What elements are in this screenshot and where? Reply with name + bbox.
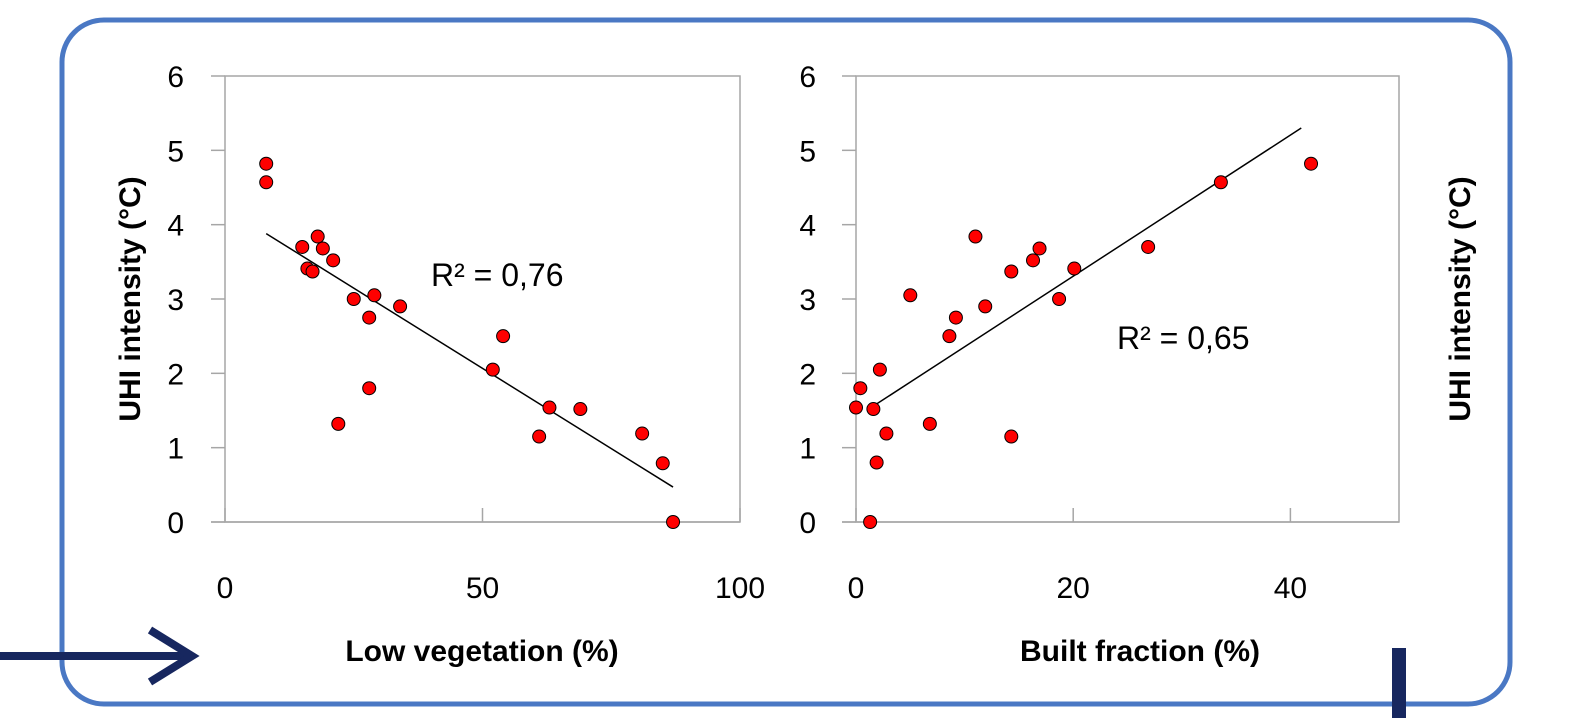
x-tick-label: 0 <box>217 572 234 605</box>
data-point <box>305 264 320 279</box>
data-point <box>485 362 500 377</box>
x-tick-label: 100 <box>715 572 765 605</box>
y-tick-label: 3 <box>799 284 816 317</box>
y-tick-label: 4 <box>799 210 816 243</box>
data-point <box>1032 241 1047 256</box>
trendline <box>871 127 1302 408</box>
plot-area <box>224 75 741 523</box>
data-point <box>978 299 993 314</box>
r-squared-annotation: R² = 0,65 <box>1117 320 1250 356</box>
data-point <box>542 400 557 415</box>
data-point <box>968 229 983 244</box>
y-tick-label: 5 <box>799 135 816 168</box>
chart-built-fraction: 0 1 2 3 4 5 6 0 20 40 R² = 0,65 Built fraction (… <box>799 61 1477 668</box>
data-point <box>1304 156 1319 171</box>
data-point <box>1067 261 1082 276</box>
data-point <box>362 310 377 325</box>
data-point <box>1004 264 1019 279</box>
vertical-bar-marker <box>1392 648 1406 718</box>
data-point <box>1026 253 1041 268</box>
data-point <box>863 515 878 529</box>
chart-low-vegetation: 0 1 2 3 4 5 6 0 50 100 R² = 0,76 Low vegetation … <box>114 61 765 668</box>
x-tick-label: 40 <box>1274 572 1307 605</box>
data-point <box>346 292 361 306</box>
y-tick-label: 3 <box>167 284 184 317</box>
data-points <box>259 156 681 529</box>
data-point <box>367 288 382 303</box>
data-point <box>1141 239 1156 254</box>
data-point <box>635 426 650 441</box>
data-point <box>922 416 937 431</box>
r-squared-annotation: R² = 0,76 <box>431 257 564 293</box>
y-tick-label: 4 <box>167 210 184 243</box>
trendline <box>265 232 674 488</box>
data-point <box>879 426 894 441</box>
y-tick-label: 2 <box>167 358 184 391</box>
data-point <box>869 455 884 470</box>
y-tick-label: 1 <box>167 433 184 466</box>
data-point <box>866 402 881 417</box>
y-axis-title: UHI intensity (°C) <box>114 176 147 421</box>
y-tick-label: 5 <box>167 135 184 168</box>
data-point <box>1052 292 1067 306</box>
y-axis-title: UHI intensity (°C) <box>1444 176 1477 421</box>
x-axis-title: Built fraction (%) <box>1020 635 1260 668</box>
data-point <box>1004 429 1019 444</box>
data-point <box>853 381 868 396</box>
x-tick-label: 0 <box>848 572 865 605</box>
data-point <box>259 156 274 171</box>
data-point <box>948 310 963 325</box>
data-point <box>393 299 408 314</box>
y-axis-ticks: 0 1 2 3 4 5 6 <box>167 61 225 540</box>
data-point <box>942 329 957 344</box>
data-point <box>903 288 918 303</box>
arrow-right-icon <box>0 626 200 686</box>
x-axis-title: Low vegetation (%) <box>345 635 618 668</box>
data-point <box>362 381 377 396</box>
data-point <box>295 239 310 254</box>
data-point <box>326 253 341 268</box>
data-point <box>310 229 325 244</box>
y-tick-label: 0 <box>167 507 184 540</box>
y-tick-label: 0 <box>799 507 816 540</box>
y-axis-ticks: 0 1 2 3 4 5 6 <box>799 61 856 540</box>
data-point <box>1213 175 1228 190</box>
y-tick-label: 2 <box>799 358 816 391</box>
data-point <box>666 515 681 529</box>
data-point <box>331 416 346 431</box>
y-tick-label: 6 <box>167 61 184 94</box>
y-tick-label: 1 <box>799 433 816 466</box>
data-point <box>532 429 547 444</box>
data-point <box>573 402 588 417</box>
data-point <box>315 241 330 256</box>
x-tick-label: 50 <box>466 572 499 605</box>
data-point <box>496 329 511 344</box>
y-tick-label: 6 <box>799 61 816 94</box>
data-point <box>872 362 887 377</box>
x-axis-ticks: 0 20 40 <box>842 508 1399 605</box>
plot-area <box>855 75 1400 523</box>
x-tick-label: 20 <box>1057 572 1090 605</box>
x-axis-ticks: 0 50 100 <box>211 508 765 605</box>
data-point <box>259 175 274 190</box>
figure-frame <box>59 17 1513 707</box>
data-point <box>655 456 670 471</box>
data-point <box>849 400 863 415</box>
data-points <box>849 156 1319 529</box>
